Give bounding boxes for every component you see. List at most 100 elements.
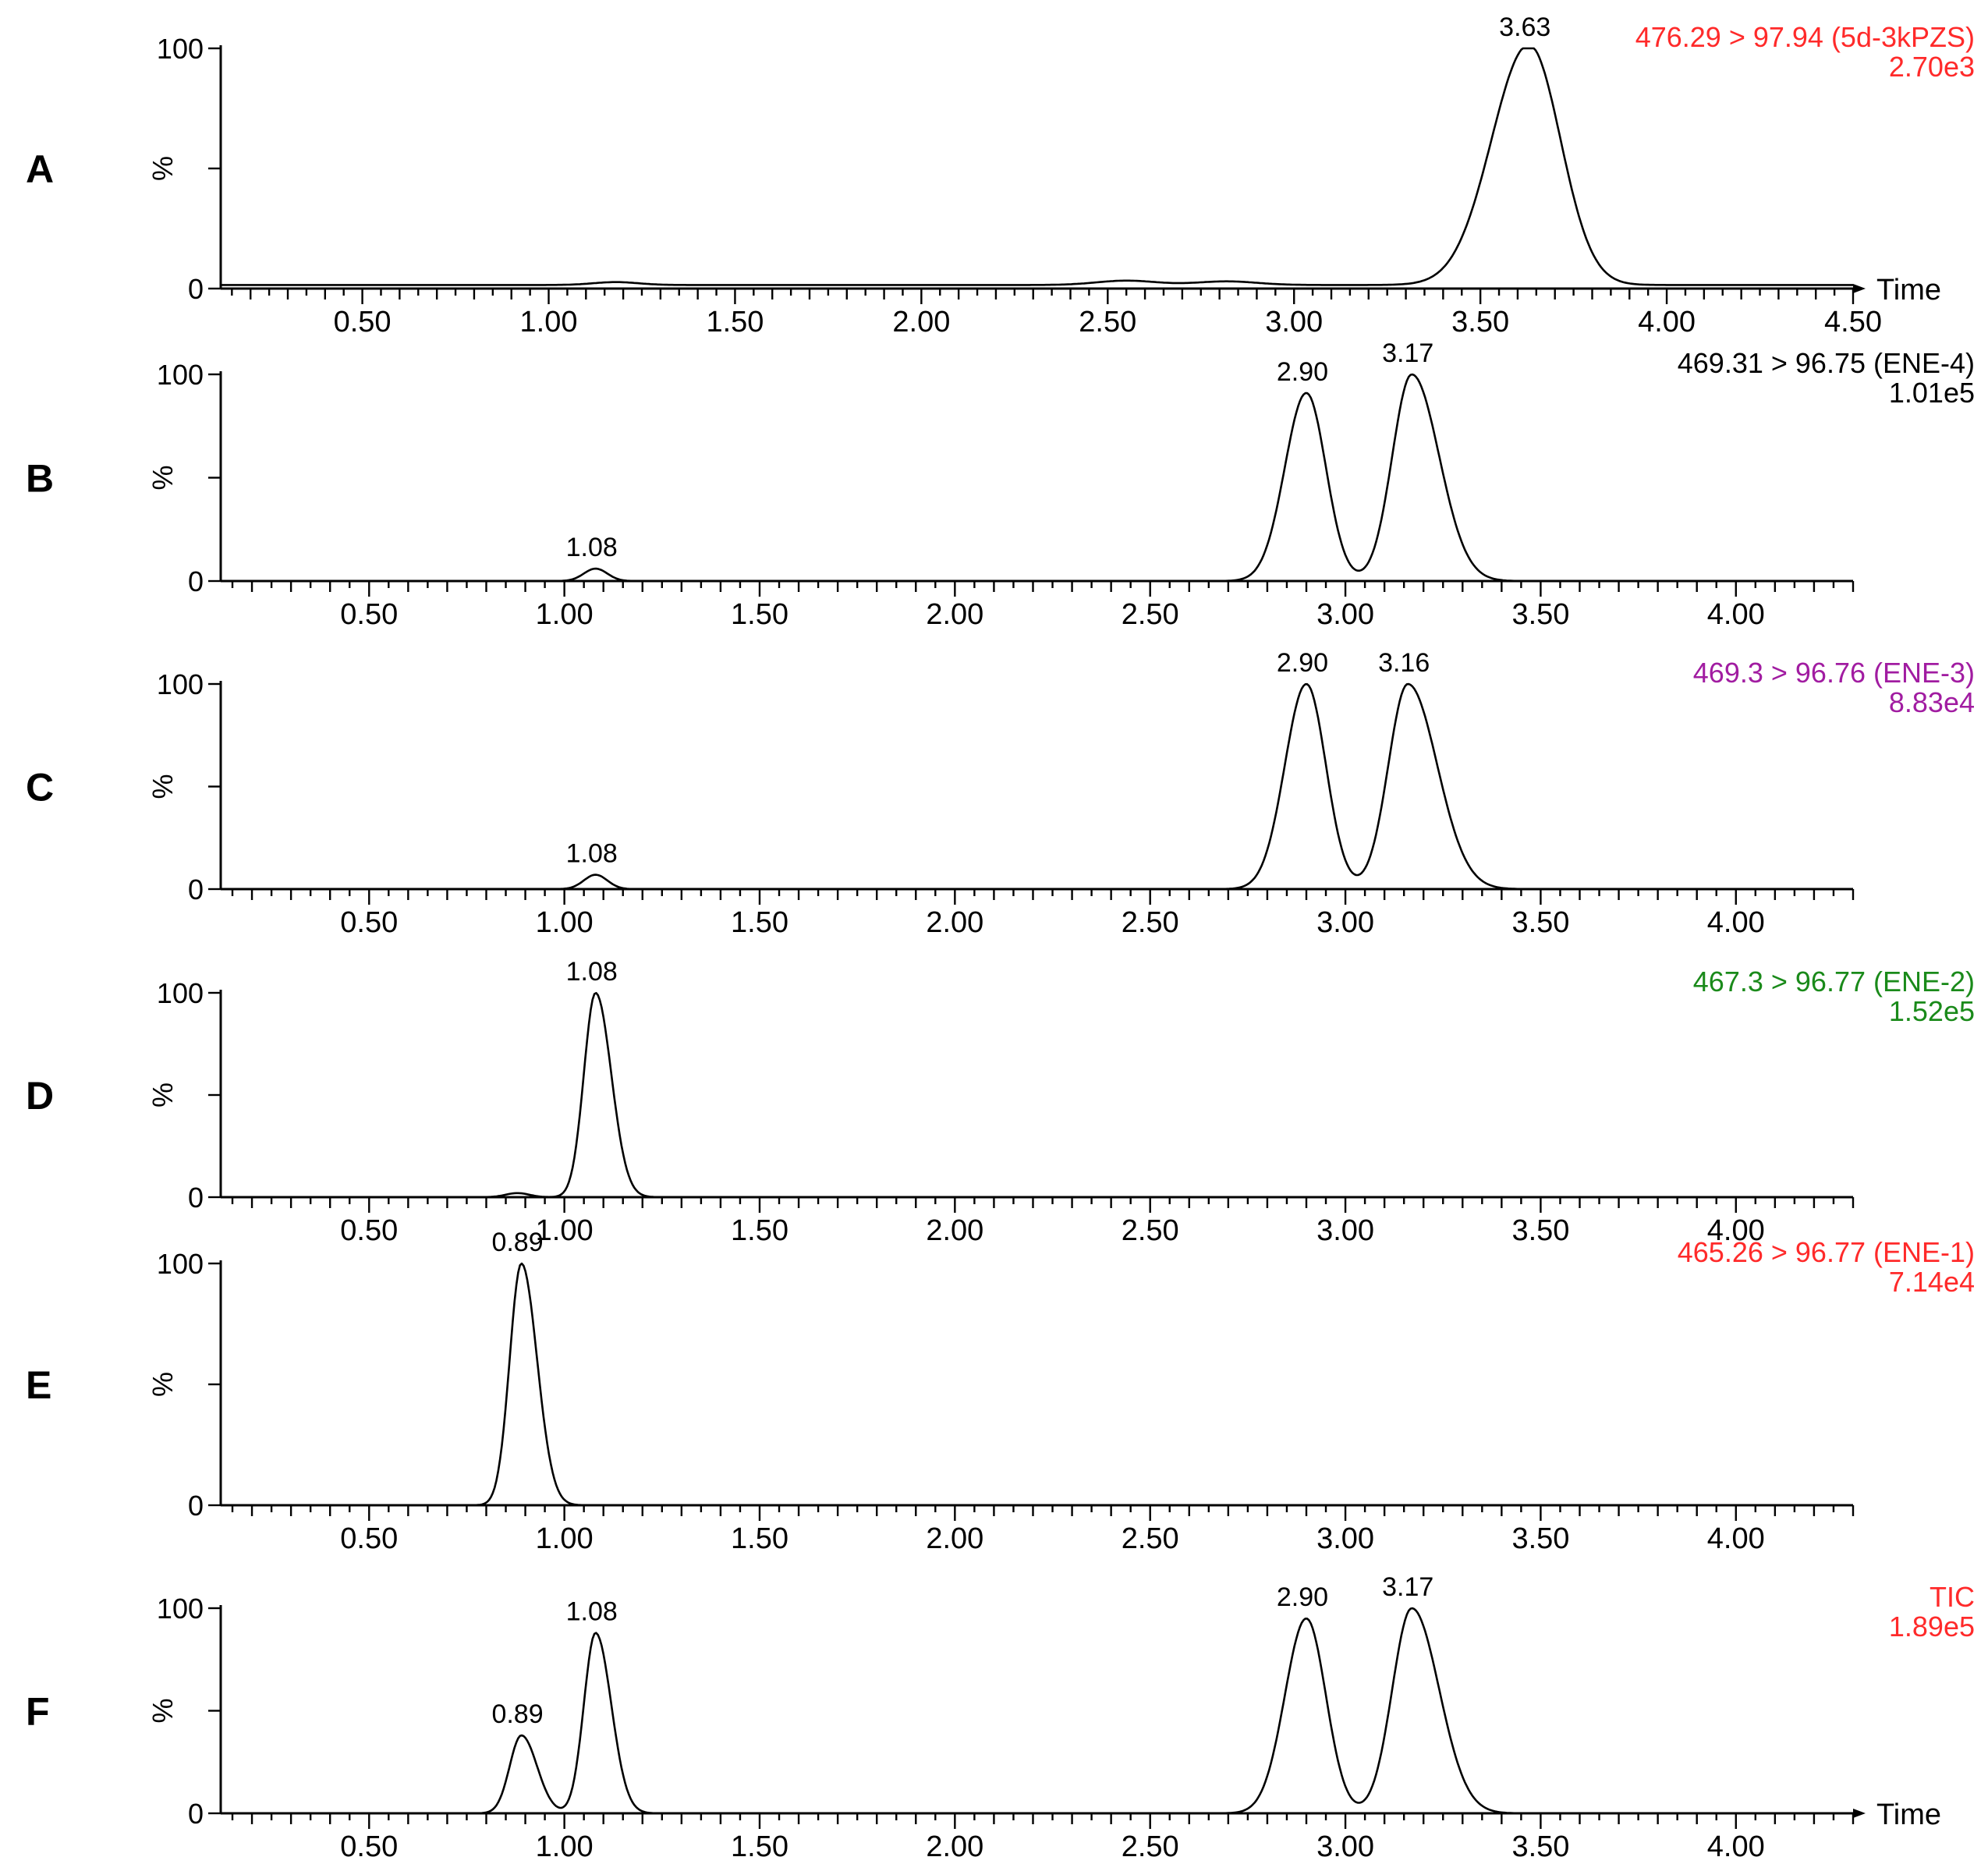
panel-d-xtick-label: 2.50	[1122, 1214, 1179, 1247]
panel-a-intensity-label: 2.70e3	[1889, 51, 1975, 83]
panel-f-ytick-label-100: 100	[157, 1593, 204, 1625]
panel-b-xtick-label: 3.50	[1511, 598, 1569, 631]
panel-c-trace	[221, 682, 1853, 891]
panel-b-xtick-label: 1.00	[536, 598, 594, 631]
panel-d-xtick-label: 3.00	[1316, 1214, 1374, 1247]
panel-b-letter: B	[26, 457, 54, 501]
panel-a-xtick-label: 4.50	[1824, 306, 1882, 338]
panel-c-xtick-label: 1.00	[536, 906, 594, 939]
panel-b-peak-label: 2.90	[1277, 357, 1328, 387]
panel-d-xtick-label: 2.00	[926, 1214, 983, 1247]
panel-e-xtick-label: 3.00	[1316, 1522, 1374, 1555]
panel-b-peak-label: 3.17	[1382, 338, 1433, 368]
panel-a-xtick-label: 1.50	[706, 306, 764, 338]
panel-a-xtick-label: 2.50	[1079, 306, 1136, 338]
panel-e-xtick-label: 2.50	[1122, 1522, 1179, 1555]
panel-c-ytick-label-0: 0	[188, 874, 204, 905]
panel-b-xtick-label: 2.00	[926, 598, 983, 631]
panel-f-xlabel: Time	[1876, 1798, 1941, 1831]
panel-c-transition-label: 469.3 > 96.76 (ENE-3)	[1693, 657, 1975, 689]
panel-b-xtick-label: 1.50	[731, 598, 788, 631]
panel-e-xtick-label: 1.00	[536, 1522, 594, 1555]
panel-d-letter: D	[26, 1074, 54, 1118]
panel-e-xtick-label: 2.00	[926, 1522, 983, 1555]
panel-e-xtick-label: 4.00	[1707, 1522, 1765, 1555]
panel-d-peak-label: 1.08	[566, 957, 618, 987]
panel-d-xtick-label: 4.00	[1707, 1214, 1765, 1247]
panel-d-ylabel: %	[147, 1083, 179, 1107]
panel-f-peak-label: 0.89	[491, 1699, 543, 1729]
panel-c-xtick-label: 3.00	[1316, 906, 1374, 939]
panel-f-xtick-label: 3.50	[1511, 1830, 1569, 1863]
panel-c-xtick-label: 2.50	[1122, 906, 1179, 939]
panel-f-peak-label: 1.08	[566, 1597, 618, 1627]
panel-c-ytick-label-100: 100	[157, 668, 204, 700]
panel-d-ytick-label-100: 100	[157, 977, 204, 1009]
panel-a-xtick-label: 3.00	[1265, 306, 1323, 338]
panel-a-xaxis-arrow	[1853, 284, 1866, 293]
panel-e-xtick-label: 0.50	[340, 1522, 398, 1555]
panel-a-ylabel: %	[147, 156, 179, 181]
panel-b-xtick-label: 3.00	[1316, 598, 1374, 631]
panel-a-letter: A	[26, 147, 54, 191]
panel-b-peak-label: 1.08	[566, 533, 618, 562]
panel-a-xtick-label: 0.50	[334, 306, 392, 338]
panel-e-ytick-label-0: 0	[188, 1490, 204, 1522]
panel-e-xtick-label: 3.50	[1511, 1522, 1569, 1555]
panel-e-transition-label: 465.26 > 96.77 (ENE-1)	[1678, 1236, 1975, 1268]
panel-c-peak-label: 1.08	[566, 839, 618, 869]
panel-c-peak-label: 2.90	[1277, 648, 1328, 678]
panel-d-trace	[221, 991, 1853, 1199]
panel-f-peak-label: 3.17	[1382, 1572, 1433, 1602]
panel-f-xtick-label: 1.00	[536, 1830, 594, 1863]
panel-c-xtick-label: 2.00	[926, 906, 983, 939]
panel-d-intensity-label: 1.52e5	[1889, 995, 1975, 1027]
panel-c-peak-label: 3.16	[1378, 648, 1430, 678]
panel-b-trace	[221, 373, 1853, 583]
panel-a-trace	[221, 47, 1853, 286]
panel-c-xtick-label: 3.50	[1511, 906, 1569, 939]
panel-a-ytick-label-100: 100	[157, 33, 204, 65]
panel-d-xtick-label: 1.50	[731, 1214, 788, 1247]
panel-f-transition-label: TIC	[1930, 1581, 1975, 1613]
panel-f-xtick-label: 0.50	[340, 1830, 398, 1863]
panel-f-xaxis-arrow	[1853, 1809, 1866, 1818]
panel-f-ylabel: %	[147, 1698, 179, 1723]
panel-f-xtick-label: 3.00	[1316, 1830, 1374, 1863]
panel-b-intensity-label: 1.01e5	[1889, 377, 1975, 409]
panel-a-xtick-label: 1.00	[520, 306, 578, 338]
panel-c-ylabel: %	[147, 774, 179, 799]
panel-b-ylabel: %	[147, 465, 179, 490]
panel-f-ytick-label-0: 0	[188, 1798, 204, 1830]
panel-b-transition-label: 469.31 > 96.75 (ENE-4)	[1678, 347, 1975, 379]
panel-f-letter: F	[26, 1690, 50, 1734]
panel-b-xtick-label: 4.00	[1707, 598, 1765, 631]
panel-e-xtick-label: 1.50	[731, 1522, 788, 1555]
panel-c-xtick-label: 4.00	[1707, 906, 1765, 939]
panel-e-ytick-label-100: 100	[157, 1248, 204, 1280]
panel-e-ylabel: %	[147, 1372, 179, 1397]
panel-a-ytick-label-0: 0	[188, 273, 204, 305]
panel-a-transition-label: 476.29 > 97.94 (5d-3kPZS)	[1635, 21, 1975, 53]
panel-f-intensity-label: 1.89e5	[1889, 1611, 1975, 1643]
panel-c-letter: C	[26, 766, 54, 810]
panel-f-xtick-label: 2.50	[1122, 1830, 1179, 1863]
panel-e-intensity-label: 7.14e4	[1889, 1266, 1975, 1298]
panel-a-xtick-label: 4.00	[1638, 306, 1696, 338]
panel-f-xtick-label: 4.00	[1707, 1830, 1765, 1863]
panel-d-xtick-label: 3.50	[1511, 1214, 1569, 1247]
panel-c-xtick-label: 0.50	[340, 906, 398, 939]
panel-d-xtick-label: 1.00	[536, 1214, 594, 1247]
panel-f-xtick-label: 2.00	[926, 1830, 983, 1863]
panel-b-ytick-label-100: 100	[157, 359, 204, 391]
panel-a-peak-label: 3.63	[1499, 12, 1550, 42]
panel-e-letter: E	[26, 1363, 51, 1407]
panel-b-ytick-label-0: 0	[188, 565, 204, 597]
panel-b-xtick-label: 0.50	[340, 598, 398, 631]
panel-c-xtick-label: 1.50	[731, 906, 788, 939]
panel-c-intensity-label: 8.83e4	[1889, 686, 1975, 718]
panel-f-peak-label: 2.90	[1277, 1582, 1328, 1612]
panel-d-xtick-label: 0.50	[340, 1214, 398, 1247]
panel-d-transition-label: 467.3 > 96.77 (ENE-2)	[1693, 966, 1975, 998]
